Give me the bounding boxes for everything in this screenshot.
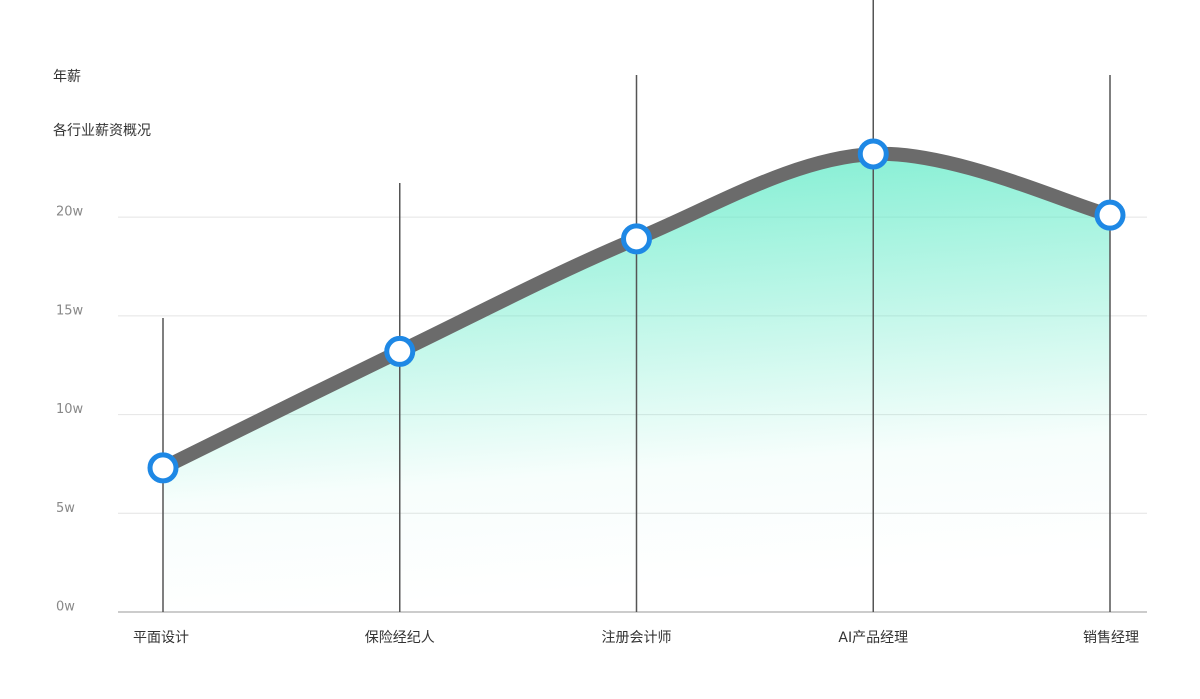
y-tick-label: 20w: [56, 205, 84, 220]
marker: [1094, 199, 1126, 231]
marker: [621, 223, 652, 255]
y-tick-label: 5w: [56, 501, 75, 516]
chart-title: 各行业薪资概况: [53, 123, 151, 139]
x-tick-label: 保险经纪人: [365, 630, 435, 646]
y-tick-label: 10w: [56, 402, 84, 417]
x-tick-label: 注册会计师: [602, 630, 672, 646]
marker: [147, 452, 179, 484]
x-tick-label: AI产品经理: [838, 630, 908, 646]
y-tick-label: 15w: [56, 303, 84, 318]
y-tick-label: 0w: [56, 600, 75, 615]
marker: [857, 138, 889, 170]
y-axis-label: 年薪: [53, 69, 81, 85]
x-tick-label: 平面设计: [133, 630, 189, 646]
marker: [384, 335, 416, 367]
x-tick-label: 销售经理: [1083, 630, 1139, 646]
